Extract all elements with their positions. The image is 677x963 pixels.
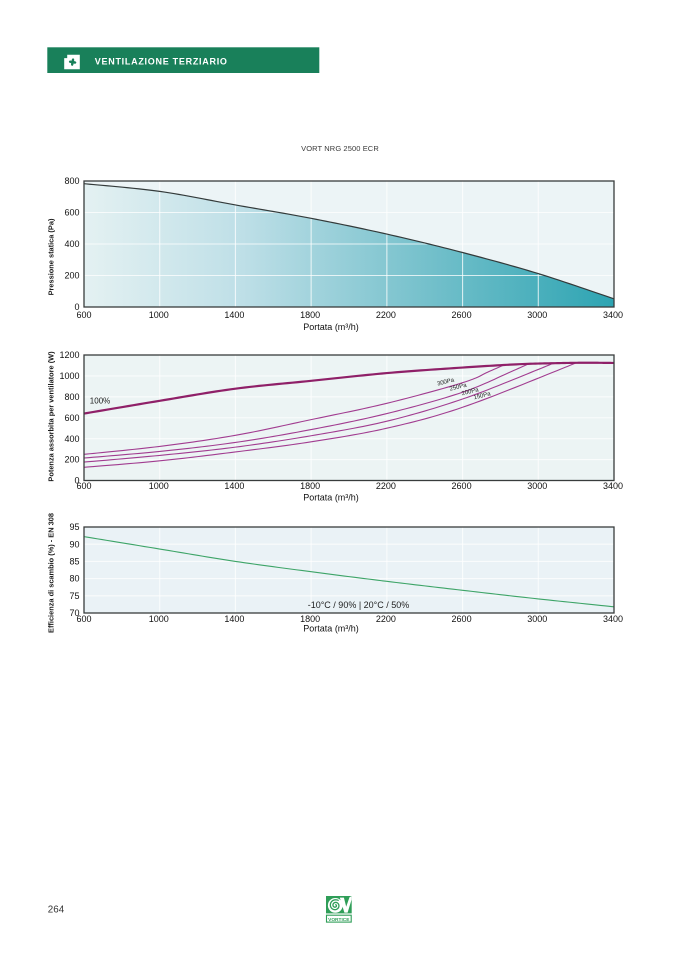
svg-text:Pressione statica (Pa): Pressione statica (Pa) xyxy=(46,218,55,295)
svg-text:800: 800 xyxy=(64,176,79,186)
svg-text:0: 0 xyxy=(74,476,79,486)
svg-text:0: 0 xyxy=(74,302,79,312)
svg-text:-10°C / 90% | 20°C / 50%: -10°C / 90% | 20°C / 50% xyxy=(308,600,410,610)
svg-text:3000: 3000 xyxy=(527,481,547,491)
svg-text:90: 90 xyxy=(69,539,79,549)
svg-text:2600: 2600 xyxy=(452,481,472,491)
svg-text:1000: 1000 xyxy=(149,614,169,624)
svg-text:2200: 2200 xyxy=(376,614,396,624)
svg-text:200Pa: 200Pa xyxy=(461,387,480,397)
svg-text:1400: 1400 xyxy=(224,481,244,491)
svg-text:85: 85 xyxy=(69,557,79,567)
svg-text:Portata (m³/h): Portata (m³/h) xyxy=(303,493,359,503)
svg-text:95: 95 xyxy=(69,522,79,532)
svg-text:80: 80 xyxy=(69,574,79,584)
svg-text:1800: 1800 xyxy=(300,481,320,491)
svg-text:VORT NRG 2500 ECR: VORT NRG 2500 ECR xyxy=(301,144,379,153)
svg-text:1000: 1000 xyxy=(59,371,79,381)
svg-text:1800: 1800 xyxy=(300,614,320,624)
svg-text:2200: 2200 xyxy=(376,481,396,491)
svg-text:600: 600 xyxy=(76,481,91,491)
svg-text:200: 200 xyxy=(64,455,79,465)
svg-text:1800: 1800 xyxy=(300,310,320,320)
svg-text:75: 75 xyxy=(69,591,79,601)
svg-text:Potenza assorbita per ventilat: Potenza assorbita per ventilatore (W) xyxy=(46,351,55,482)
svg-text:1200: 1200 xyxy=(59,350,79,360)
svg-text:150Pa: 150Pa xyxy=(473,391,492,401)
svg-text:Portata (m³/h): Portata (m³/h) xyxy=(303,623,359,633)
svg-text:3400: 3400 xyxy=(603,310,623,320)
svg-text:100%: 100% xyxy=(90,396,110,405)
svg-text:600: 600 xyxy=(76,614,91,624)
svg-text:3400: 3400 xyxy=(603,614,623,624)
svg-text:2600: 2600 xyxy=(452,614,472,624)
svg-text:300Pa: 300Pa xyxy=(437,377,456,387)
svg-text:400: 400 xyxy=(64,239,79,249)
svg-text:600: 600 xyxy=(76,310,91,320)
svg-text:1400: 1400 xyxy=(224,614,244,624)
svg-text:600: 600 xyxy=(64,413,79,423)
svg-text:600: 600 xyxy=(64,208,79,218)
svg-text:250Pa: 250Pa xyxy=(449,382,468,392)
svg-text:3400: 3400 xyxy=(603,481,623,491)
svg-text:264: 264 xyxy=(48,904,65,915)
svg-text:2200: 2200 xyxy=(376,310,396,320)
svg-text:400: 400 xyxy=(64,434,79,444)
svg-text:70: 70 xyxy=(69,608,79,618)
svg-text:3000: 3000 xyxy=(527,614,547,624)
svg-text:3000: 3000 xyxy=(527,310,547,320)
svg-text:Efficienza di scambio (%) - EN: Efficienza di scambio (%) - EN 308 xyxy=(46,513,55,633)
svg-text:1000: 1000 xyxy=(149,481,169,491)
svg-text:800: 800 xyxy=(64,392,79,402)
svg-text:1000: 1000 xyxy=(149,310,169,320)
svg-text:2600: 2600 xyxy=(452,310,472,320)
svg-text:200: 200 xyxy=(64,271,79,281)
svg-text:VENTILAZIONE TERZIARIO: VENTILAZIONE TERZIARIO xyxy=(95,57,228,67)
svg-text:1400: 1400 xyxy=(224,310,244,320)
svg-text:Portata (m³/h): Portata (m³/h) xyxy=(303,322,359,332)
svg-text:VORTICE: VORTICE xyxy=(328,917,350,923)
